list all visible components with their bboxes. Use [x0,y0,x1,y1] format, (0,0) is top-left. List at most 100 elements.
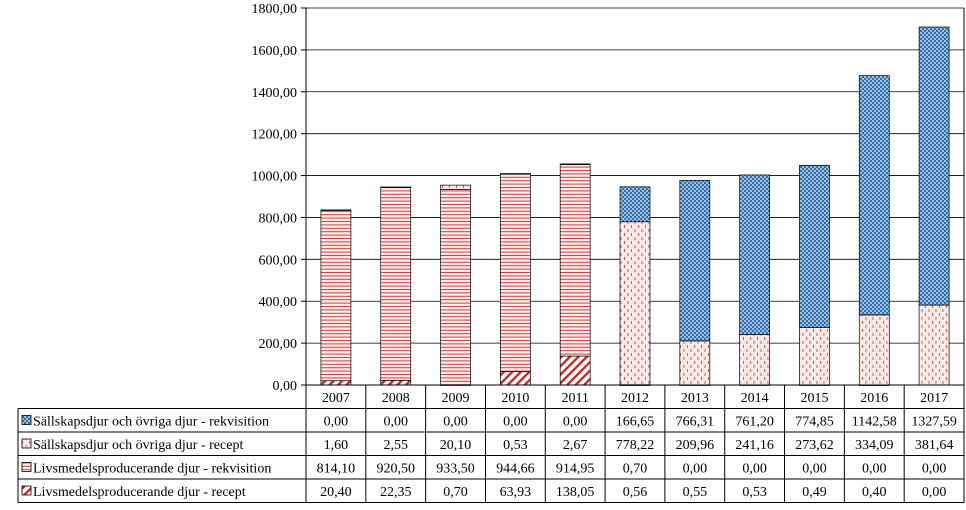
data-label: 920,50 [376,462,415,477]
x-tick-label: 2011 [561,391,588,406]
bar-segment-sr-2017 [918,304,950,386]
bar-segment-sr-2014 [739,334,770,386]
data-label: 0,53 [742,485,767,500]
bar-segment-sr-2007 [320,209,352,211]
y-tick-label: 0,00 [273,379,298,394]
bar-segment-sk-2014 [739,174,770,335]
data-label: 774,85 [795,415,834,430]
bar-segment-sr-2008 [380,186,412,188]
bar-segment-sk-2016 [858,75,890,316]
data-label: 0,00 [802,462,827,477]
bar-segment-lk-2008 [380,187,412,381]
data-label: 1142,58 [852,415,897,430]
data-label: 0,40 [862,485,887,500]
data-label: 138,05 [556,485,595,500]
data-label: 914,95 [556,462,595,477]
bar-segment-lr-2007 [320,380,352,386]
data-label: 0,53 [503,438,528,453]
legend-label-sk: Sällskapsdjur och övriga djur - rekvisit… [33,415,269,430]
data-label: 209,96 [676,438,715,453]
x-tick-label: 2009 [442,391,470,406]
data-label: 1,60 [324,438,349,453]
legend-label-lr: Livsmedelsproducerande djur - recept [33,485,246,500]
data-label: 0,55 [683,485,708,500]
data-label: 0,70 [443,485,468,500]
y-tick-label: 1400,00 [252,86,298,101]
legend-swatch-lk [21,462,32,472]
bar-segment-sr-2013 [679,340,711,386]
y-tick-label: 1800,00 [252,2,298,17]
data-label: 0,00 [324,415,349,430]
y-tick-label: 800,00 [259,211,298,226]
data-label: 778,22 [616,438,655,453]
bar-segment-sr-2011 [559,163,591,165]
bar-segment-sr-2010 [500,173,531,175]
bar-segment-lk-2007 [320,209,352,382]
bar-segment-lk-2009 [440,188,471,386]
data-label: 933,50 [436,462,475,477]
bar-segment-sr-2016 [858,314,890,386]
data-label: 241,16 [735,438,774,453]
x-tick-label: 2015 [800,391,828,406]
data-label: 814,10 [317,462,356,477]
bar-segment-sk-2012 [619,186,651,223]
data-label: 761,20 [735,415,774,430]
data-label: 2,67 [563,438,588,453]
data-label: 20,40 [320,485,352,500]
bar-segment-sk-2017 [918,26,950,306]
data-label: 381,64 [915,438,954,453]
data-label: 0,00 [383,415,408,430]
y-tick-label: 1000,00 [252,170,298,185]
x-tick-label: 2008 [382,391,410,406]
data-label: 63,93 [500,485,532,500]
data-label: 0,00 [922,485,947,500]
data-label: 766,31 [676,415,715,430]
bar-segment-sk-2013 [679,180,711,342]
data-label: 20,10 [440,438,472,453]
y-tick-label: 400,00 [259,295,298,310]
data-label: 0,00 [503,415,528,430]
legend-swatch-sk [21,415,32,425]
bar-segment-sr-2012 [619,221,651,386]
data-label: 334,09 [855,438,894,453]
data-label: 1327,59 [911,415,957,430]
data-label: 166,65 [616,415,655,430]
x-tick-label: 2012 [621,391,649,406]
legend-swatch-sr [21,438,32,449]
data-label: 944,66 [496,462,535,477]
data-table: 2007 2008 2009 2010 2011 2012 2013 2014 2015 2016… [17,384,965,503]
bar-segment-sr-2015 [799,327,830,386]
x-tick-label: 2010 [501,391,529,406]
x-tick-label: 2016 [860,391,888,406]
bars-group [320,26,950,386]
bar-segment-sk-2015 [799,164,830,328]
legend-label-sr: Sällskapsdjur och övriga djur - recept [33,438,243,453]
data-label: 0,70 [623,462,648,477]
bar-segment-sr-2009 [440,184,471,190]
x-tick-label: 2007 [322,391,350,406]
y-tick-label: 1600,00 [252,44,298,59]
x-tick-label: 2013 [681,391,709,406]
data-label: 0,00 [862,462,887,477]
data-label: 22,35 [380,485,412,500]
y-axis: 0,00 200,00 400,00 600,00 800,00 1000,00 1200,… [252,2,965,394]
x-tick-label: 2014 [741,391,769,406]
data-label: 0,56 [623,485,648,500]
y-tick-label: 200,00 [259,337,298,352]
data-label: 0,00 [922,462,947,477]
data-label: 2,55 [383,438,408,453]
legend-swatch-lr [21,485,32,496]
data-label: 273,62 [795,438,834,453]
bar-segment-lr-2011 [559,355,591,386]
bar-segment-lr-2008 [380,379,412,386]
bar-segment-lk-2011 [559,164,591,357]
y-tick-label: 1200,00 [252,128,298,143]
bar-segment-lk-2010 [500,173,531,372]
data-label: 0,00 [443,415,468,430]
data-label: 0,00 [742,462,767,477]
data-label: 0,49 [802,485,827,500]
y-tick-label: 600,00 [259,253,298,268]
legend-label-lk: Livsmedelsproducerande djur - rekvisitio… [33,462,271,477]
data-label: 0,00 [683,462,708,477]
